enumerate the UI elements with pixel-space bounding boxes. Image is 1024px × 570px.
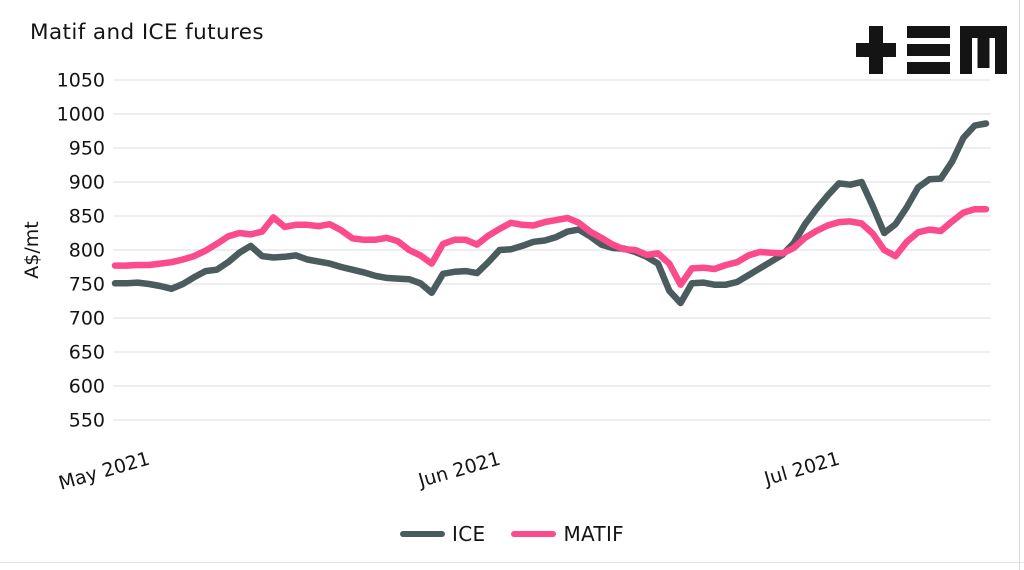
legend-item-matif: MATIF [511, 522, 624, 546]
legend-label-matif: MATIF [563, 522, 624, 546]
y-axis-label: A$/mt [21, 221, 43, 278]
y-tick-1050: 1050 [57, 70, 105, 92]
tem-logo-icon [856, 26, 1007, 74]
futures-line-chart: 550 600 650 700 750 800 850 900 950 1000 1050 A$/mt… [21, 70, 991, 495]
page-edge-bottom [0, 562, 1024, 563]
y-tick-750: 750 [69, 274, 105, 296]
page-title: Matif and ICE futures [30, 20, 265, 45]
y-tick-950: 950 [69, 138, 105, 160]
y-tick-900: 900 [69, 172, 105, 194]
series-line-ice [111, 120, 990, 307]
x-tick-jul-2021: Jul 2021 [761, 448, 842, 491]
y-tick-600: 600 [69, 376, 105, 398]
y-tick-800: 800 [69, 240, 105, 262]
y-tick-550: 550 [69, 410, 105, 432]
legend-label-ice: ICE [452, 522, 486, 546]
page-edge-right [1019, 0, 1020, 570]
tem-logo [852, 24, 1008, 76]
legend-item-ice: ICE [400, 522, 485, 546]
y-tick-850: 850 [69, 206, 105, 228]
x-tick-jun-2021: Jun 2021 [415, 448, 503, 493]
ice-line-swatch [400, 530, 446, 538]
y-tick-700: 700 [69, 308, 105, 330]
series-line-matif [111, 205, 990, 288]
x-tick-may-2021: May 2021 [56, 448, 152, 495]
matif-line-swatch [511, 530, 557, 538]
y-tick-1000: 1000 [57, 104, 105, 126]
y-tick-650: 650 [69, 342, 105, 364]
chart-legend: ICE MATIF [0, 522, 1024, 546]
